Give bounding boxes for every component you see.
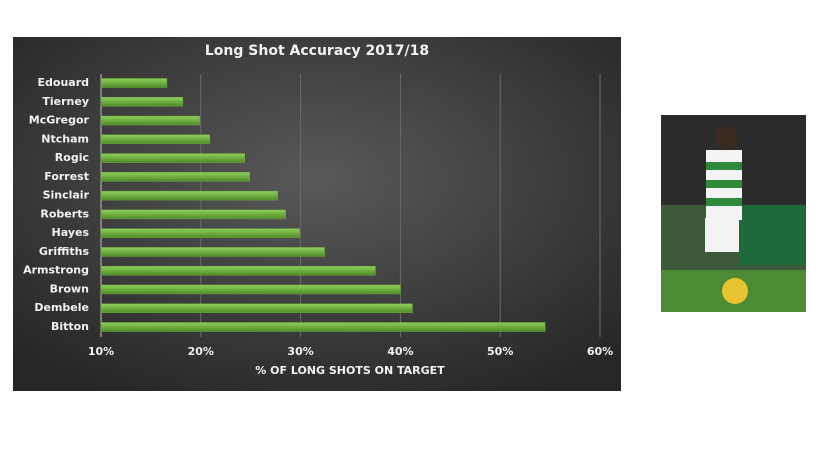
y-tick-label: Ntcham: [41, 132, 89, 145]
photo: [661, 115, 806, 312]
y-tick-label: Sinclair: [43, 189, 90, 202]
bar: [100, 115, 201, 126]
x-tick-label: 10%: [88, 345, 114, 358]
y-tick-label: Dembele: [34, 301, 89, 314]
x-tick-label: 60%: [587, 345, 613, 358]
y-tick-label: Edouard: [38, 76, 90, 89]
y-tick-label: Hayes: [52, 226, 90, 239]
y-tick-label: Forrest: [44, 170, 89, 183]
y-tick-label: Brown: [50, 282, 89, 295]
x-tick-label: 20%: [188, 345, 214, 358]
chart-title: Long Shot Accuracy 2017/18: [205, 43, 429, 59]
bar: [100, 190, 278, 201]
x-tick-label: 30%: [287, 345, 313, 358]
y-tick-label: Armstrong: [23, 264, 89, 277]
y-tick-label: Tierney: [42, 95, 89, 108]
bar: [100, 134, 211, 145]
x-tick-label: 40%: [387, 345, 413, 358]
bar: [100, 247, 325, 257]
y-tick-label: Roberts: [40, 207, 89, 220]
bar: [100, 153, 245, 163]
bar: [100, 97, 184, 107]
bar: [100, 303, 413, 313]
bar: [100, 322, 546, 332]
y-tick-label: Rogic: [55, 151, 89, 164]
x-axis-label: % OF LONG SHOTS ON TARGET: [255, 364, 445, 377]
bar: [100, 209, 286, 220]
bar: [100, 78, 168, 88]
y-tick-label: Griffiths: [39, 245, 90, 258]
y-tick-label: Bitton: [51, 320, 89, 333]
y-tick-label: McGregor: [29, 114, 90, 127]
bar: [100, 284, 401, 295]
x-tick-label: 50%: [487, 345, 513, 358]
bar: [100, 172, 250, 182]
bar: [100, 265, 376, 276]
bar: [100, 228, 300, 238]
